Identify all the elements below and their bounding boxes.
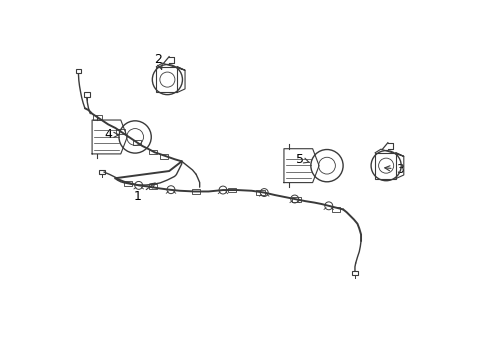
Bar — [191, 189, 200, 194]
Bar — [256, 190, 264, 194]
Bar — [227, 188, 236, 192]
Bar — [83, 93, 89, 97]
Bar — [374, 153, 395, 179]
Text: 5: 5 — [296, 153, 309, 166]
Bar — [116, 129, 125, 134]
Bar — [148, 184, 157, 189]
Bar — [76, 69, 81, 73]
Bar — [331, 207, 340, 212]
Bar — [159, 154, 168, 159]
Bar — [93, 115, 102, 120]
Bar — [292, 197, 300, 202]
Bar — [156, 67, 177, 93]
Text: 3: 3 — [384, 163, 404, 176]
Bar — [351, 271, 357, 275]
Bar — [132, 140, 141, 145]
Text: 1: 1 — [133, 183, 155, 203]
Bar — [123, 181, 132, 186]
Bar — [148, 150, 157, 154]
Text: 4: 4 — [104, 128, 119, 141]
Bar — [99, 170, 105, 174]
Text: 2: 2 — [154, 53, 162, 69]
